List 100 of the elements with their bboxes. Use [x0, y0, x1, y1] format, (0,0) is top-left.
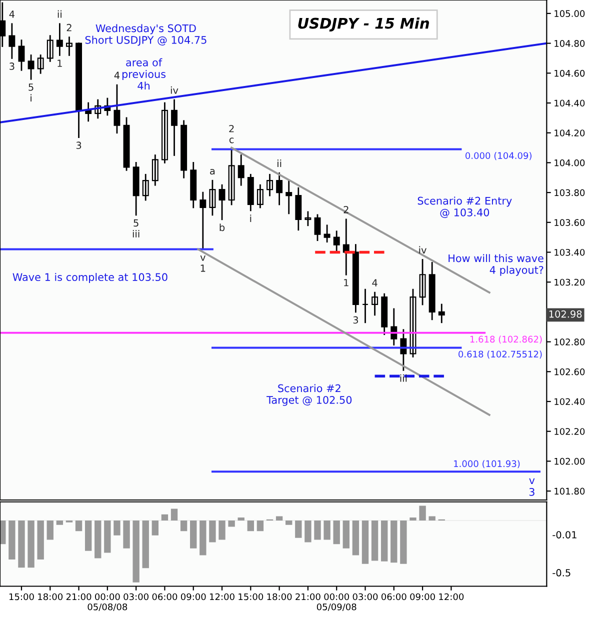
annotation: v 1	[200, 255, 206, 272]
bar	[190, 520, 197, 548]
bar	[295, 520, 302, 538]
annotation: ii	[278, 160, 282, 167]
x-tick-label: 21:00	[296, 593, 320, 600]
annotation: 2	[66, 24, 72, 32]
x-tick-label: 18:00	[38, 593, 63, 600]
annotation: iv	[419, 246, 426, 254]
bar	[170, 508, 178, 521]
annotation: 102.98	[549, 310, 582, 318]
annotation: Scenario #2 Entry @ 103.40	[418, 196, 512, 218]
bar	[161, 514, 168, 521]
bar	[209, 520, 216, 542]
annotation: 2	[344, 206, 348, 214]
annotation: Wednesday's SOTD Short USDJPY @ 104.75	[85, 24, 206, 46]
x-tick-label: 12:00	[439, 593, 464, 600]
bar	[94, 520, 102, 558]
y-tick-label: 101.80	[554, 488, 585, 495]
bar	[180, 520, 188, 532]
bar	[286, 520, 292, 525]
annotation: 2 c	[229, 124, 234, 144]
bar	[142, 520, 149, 568]
bar	[104, 520, 111, 553]
y-tick-label: 104.40	[554, 100, 585, 107]
y-tick-label: 104.20	[554, 130, 585, 136]
annotation: 1	[58, 60, 62, 67]
annotation: iv	[170, 86, 178, 94]
bar	[419, 506, 426, 521]
bar	[8, 520, 16, 560]
bar	[132, 520, 140, 582]
series-label: 1.618 (102.862)	[470, 336, 542, 344]
bar	[152, 520, 159, 536]
y-tick-label: 103.20	[554, 278, 585, 286]
bar	[371, 520, 378, 561]
x-tick-label: 03:00	[352, 593, 378, 600]
bar	[342, 520, 350, 548]
bar	[276, 516, 283, 521]
annotation: 5 i	[28, 84, 34, 102]
y-tick-label: 102.80	[554, 338, 585, 346]
bar	[333, 520, 340, 544]
x-tick-label: 09:00	[410, 593, 435, 600]
bar	[37, 520, 44, 560]
annotation: i	[250, 214, 252, 222]
bar	[362, 520, 369, 564]
annotation: 4	[372, 279, 378, 286]
bar	[114, 520, 120, 536]
x-tick-label: 06:00	[381, 593, 406, 600]
annotation: ii	[58, 10, 62, 18]
x-tick-label: 21:00	[66, 593, 92, 600]
y-tick-label: 102.00	[554, 458, 585, 465]
annotation: v 3	[529, 478, 535, 496]
y-tick-label: 102.60	[554, 368, 585, 376]
x-tick-label: 03:00	[124, 593, 148, 600]
bar	[18, 520, 25, 568]
annotation: How will this wave 4 playout?	[448, 254, 544, 276]
y-tick-label: 104.00	[554, 159, 585, 166]
candlestick	[362, 288, 368, 324]
x-tick-label: 15:00	[238, 593, 264, 600]
series-label: 1.000 (101.93)	[454, 460, 520, 468]
text: USDJPY - 15 Min	[298, 18, 429, 32]
y-tick-label: 103.60	[554, 219, 585, 226]
annotation: 3	[353, 316, 358, 324]
annotation: 3	[10, 62, 14, 70]
x-tick-label: 15:00	[9, 593, 34, 600]
y-tick-label: 102.40	[554, 398, 585, 406]
x-tick-label: 18:00	[267, 593, 292, 600]
bar	[84, 520, 92, 551]
annotation: b	[220, 224, 225, 232]
x-tick-label: 06:00	[152, 593, 178, 600]
x-tick-label: 12:00	[210, 593, 234, 600]
y-tick-label: 103.80	[554, 189, 585, 196]
bar	[247, 520, 254, 532]
bar	[200, 520, 206, 556]
bar	[400, 520, 407, 564]
annotation: iii	[400, 374, 407, 382]
series-label: 0.618 (102.75512)	[458, 350, 542, 359]
bar	[390, 520, 398, 563]
bar	[428, 516, 436, 521]
y-tick-label: 104.60	[554, 70, 585, 77]
annotation: area of previous 4h	[122, 58, 166, 90]
annotation: 3	[76, 142, 82, 150]
bar	[352, 520, 360, 556]
y-tick-label: 102.20	[554, 428, 585, 435]
annotation: 4	[114, 72, 120, 79]
y-tick-label: 104.80	[554, 40, 585, 47]
bar	[56, 520, 64, 525]
bar	[218, 520, 226, 540]
annotation: 5 iii	[132, 219, 140, 238]
y-tick-label: 103.40	[554, 248, 585, 256]
x-tick-label: 09:00	[180, 593, 206, 600]
series-label: 0.000 (104.09)	[465, 152, 532, 160]
bar	[256, 520, 264, 532]
bar	[46, 520, 54, 540]
annotation: Scenario #2 Target @ 102.50	[266, 384, 352, 406]
bar	[381, 520, 388, 562]
bar	[410, 517, 416, 521]
text: -0.01	[552, 531, 576, 538]
text: -0.5	[552, 569, 570, 576]
annotation: a	[210, 168, 215, 175]
bar	[75, 520, 82, 532]
